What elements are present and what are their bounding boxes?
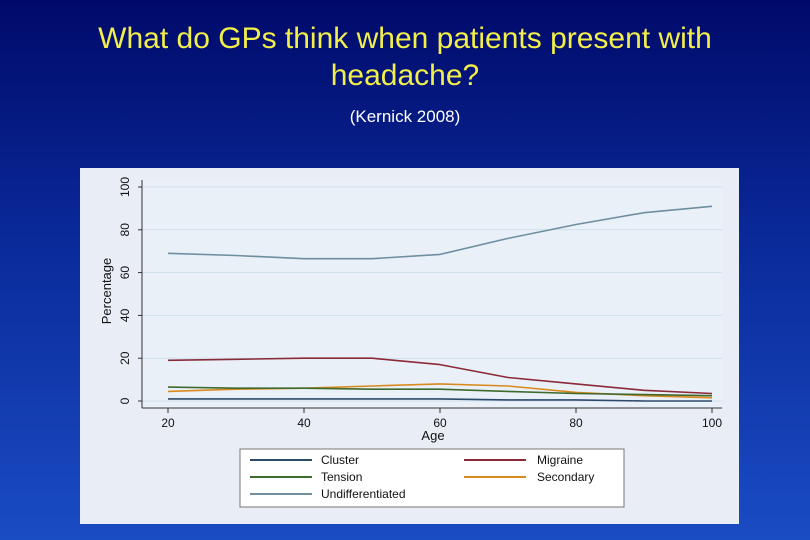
- gridlines: [142, 186, 722, 402]
- x-tick-label: 60: [433, 416, 447, 430]
- y-tick-label: 100: [118, 177, 132, 197]
- legend-label-cluster: Cluster: [321, 453, 359, 467]
- line-chart: 0 20 40 60 80 100 20 40 60 80 100 Percentage Age C…: [99, 177, 722, 508]
- y-tick-label: 20: [118, 351, 132, 365]
- series-line-cluster: [168, 398, 712, 402]
- x-axis-title: Age: [421, 428, 444, 443]
- axes: 0 20 40 60 80 100 20 40 60 80 100: [118, 177, 722, 430]
- plot-area: [142, 180, 722, 408]
- legend-label-tension: Tension: [321, 470, 362, 484]
- legend-label-migraine: Migraine: [537, 453, 583, 467]
- y-tick-label: 80: [118, 223, 132, 237]
- legend-label-undifferentiated: Undifferentiated: [321, 487, 406, 501]
- series-line-tension: [167, 386, 713, 397]
- slide-subtitle: (Kernick 2008): [349, 107, 461, 126]
- x-tick-label: 40: [297, 416, 311, 430]
- y-tick-label: 0: [118, 397, 132, 404]
- series-line-migraine: [167, 357, 713, 395]
- series-lines: [167, 205, 713, 402]
- y-tick-label: 60: [118, 266, 132, 280]
- y-tick-label: 40: [118, 308, 132, 322]
- legend-label-secondary: Secondary: [537, 470, 594, 484]
- slide-title: What do GPs think when patients present …: [98, 22, 712, 92]
- y-axis-title: Percentage: [99, 258, 114, 325]
- legend: Cluster Migraine Tension Secondary Undiffere…: [239, 448, 625, 508]
- x-tick-label: 20: [161, 416, 175, 430]
- x-tick-label: 100: [702, 416, 722, 430]
- series-line-undifferentiated: [167, 205, 713, 260]
- x-tick-label: 80: [569, 416, 583, 430]
- chart-panel: 0 20 40 60 80 100 20 40 60 80 100 Percentage Age C…: [80, 168, 739, 524]
